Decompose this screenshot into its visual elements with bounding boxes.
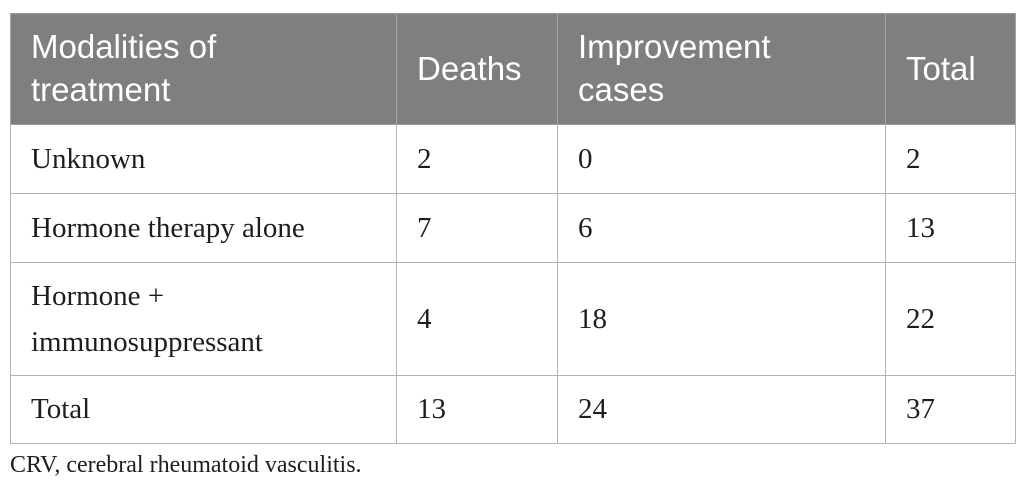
col-header-label: Modalities of treatment <box>31 28 217 108</box>
cell-modality: Total <box>10 375 397 444</box>
cell-text: Hormone + immunosuppressant <box>31 279 263 358</box>
cell-text: Total <box>31 393 91 426</box>
col-header-total: Total <box>885 13 1016 125</box>
col-header-modalities-of-treatment: Modalities of treatment <box>10 13 397 125</box>
cell-improvement-cases: 6 <box>557 193 886 263</box>
table-row-unknown: Unknown 2 0 2 <box>10 124 1016 194</box>
cell-improvement-cases: 0 <box>557 124 886 194</box>
cell-deaths: 4 <box>396 262 558 376</box>
cell-deaths: 2 <box>396 124 558 194</box>
cell-modality: Hormone therapy alone <box>10 193 397 263</box>
cell-deaths: 13 <box>396 375 558 444</box>
cell-total: 2 <box>885 124 1016 194</box>
cell-deaths: 7 <box>396 193 558 263</box>
col-header-label: Improvement cases <box>578 28 771 108</box>
cell-improvement-cases: 24 <box>557 375 886 444</box>
header-row: Modalities of treatment Deaths Improveme… <box>10 13 1016 125</box>
col-header-improvement-cases: Improvement cases <box>557 13 886 125</box>
treatment-outcomes-table: Modalities of treatment Deaths Improveme… <box>10 13 1016 444</box>
table-footnote: CRV, cerebral rheumatoid vasculitis. <box>10 452 362 478</box>
table-row-hormone-therapy-alone: Hormone therapy alone 7 6 13 <box>10 193 1016 263</box>
col-header-label: Deaths <box>417 49 522 87</box>
cell-text: Hormone therapy alone <box>31 211 305 244</box>
cell-text: Unknown <box>31 142 146 175</box>
cell-improvement-cases: 18 <box>557 262 886 376</box>
cell-total: 37 <box>885 375 1016 444</box>
cell-modality: Unknown <box>10 124 397 194</box>
cell-total: 13 <box>885 193 1016 263</box>
table-row-hormone-plus-immunosuppressant: Hormone + immunosuppressant 4 18 22 <box>10 262 1016 376</box>
cell-total: 22 <box>885 262 1016 376</box>
col-header-deaths: Deaths <box>396 13 558 125</box>
cell-modality: Hormone + immunosuppressant <box>10 262 397 376</box>
col-header-label: Total <box>906 49 976 87</box>
table-row-total: Total 13 24 37 <box>10 375 1016 444</box>
